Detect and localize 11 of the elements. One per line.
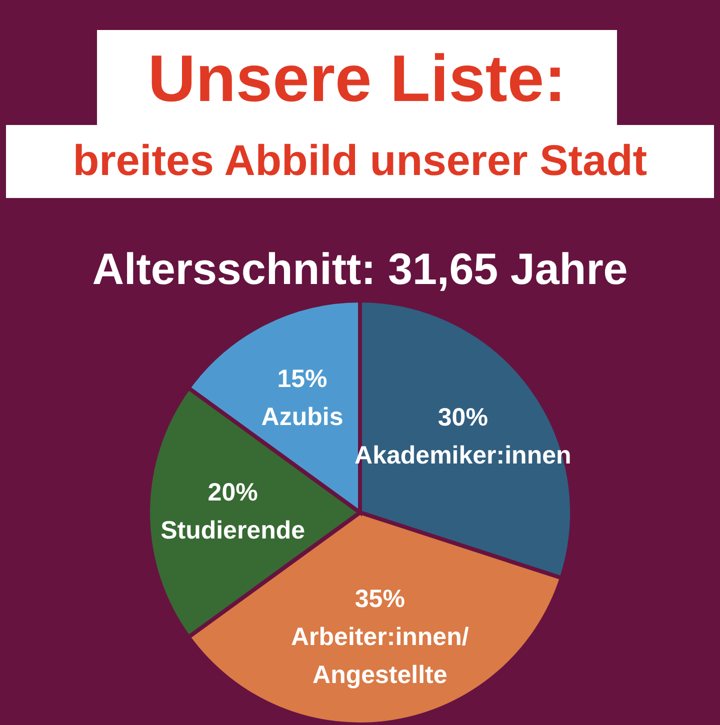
slice-label: Arbeiter:innen/Angestellte xyxy=(291,623,469,690)
chart-subtitle: breites Abbild unserer Stadt xyxy=(6,125,714,198)
slice-label: Azubis xyxy=(261,403,344,432)
data-label: 35% xyxy=(354,585,405,614)
data-label: 30% xyxy=(438,404,488,432)
chart-title: Unsere Liste: xyxy=(97,30,617,126)
text: Altersschnitt: 31,65 Jahre xyxy=(92,244,628,296)
data-label: 20% xyxy=(208,478,258,506)
slice-label: Studierende xyxy=(160,516,306,544)
data-label: 15% xyxy=(277,365,328,394)
slice-label: Akademiker:innen xyxy=(354,442,572,470)
